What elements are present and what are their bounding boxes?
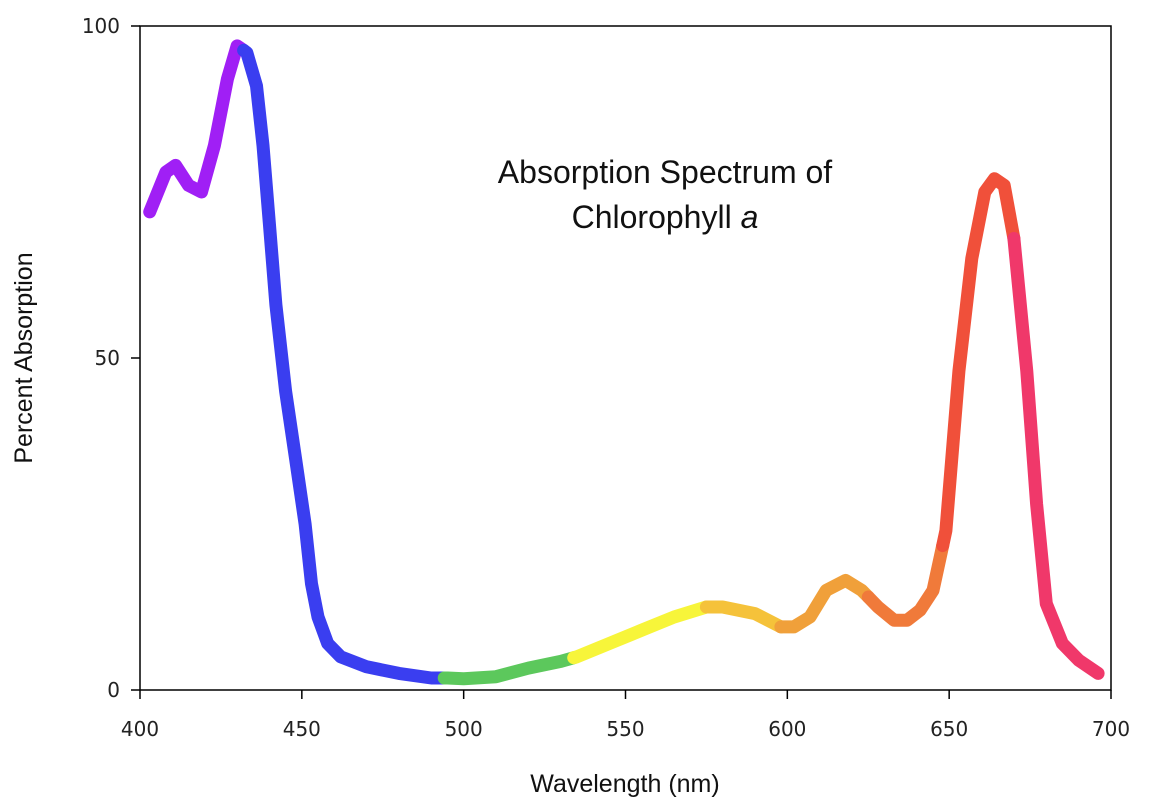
spectrum-segment bbox=[774, 573, 875, 634]
spectrum-segment bbox=[437, 651, 581, 686]
x-tick-label: 400 bbox=[121, 717, 159, 741]
y-tick-label: 100 bbox=[82, 14, 120, 38]
x-tick-label: 450 bbox=[283, 717, 321, 741]
spectrum-segment bbox=[699, 600, 788, 634]
plot-area-frame bbox=[139, 25, 1112, 691]
chart-title-word: Chlorophyll bbox=[572, 199, 732, 235]
y-axis-label: Percent Absorption bbox=[10, 252, 38, 463]
spectrum-segment bbox=[1007, 232, 1105, 680]
x-tick-label: 500 bbox=[445, 717, 483, 741]
y-tick-label: 0 bbox=[107, 678, 120, 702]
x-tick-label: 550 bbox=[606, 717, 644, 741]
x-tick-label: 600 bbox=[768, 717, 806, 741]
x-tick-label: 650 bbox=[930, 717, 968, 741]
spectrum-segment bbox=[143, 39, 251, 219]
chart-title-line-1: Absorption Spectrum of bbox=[498, 154, 833, 190]
x-axis-ticks: 400 450 500 550 600 650 700 bbox=[121, 690, 1130, 741]
spectrum-segment bbox=[237, 43, 451, 685]
x-tick-label: 700 bbox=[1092, 717, 1130, 741]
x-axis-label: Wavelength (nm) bbox=[530, 770, 719, 798]
y-axis-ticks: 0 50 100 bbox=[82, 14, 140, 702]
chart-title-italic: a bbox=[741, 199, 759, 235]
spectrum-line bbox=[143, 39, 1105, 686]
chart-title-line-2: Chlorophyll a bbox=[572, 199, 759, 235]
y-tick-label: 50 bbox=[95, 346, 120, 370]
spectrum-segment bbox=[936, 172, 1021, 553]
spectrum-segment bbox=[861, 539, 950, 627]
spectrum-segment bbox=[567, 600, 713, 665]
